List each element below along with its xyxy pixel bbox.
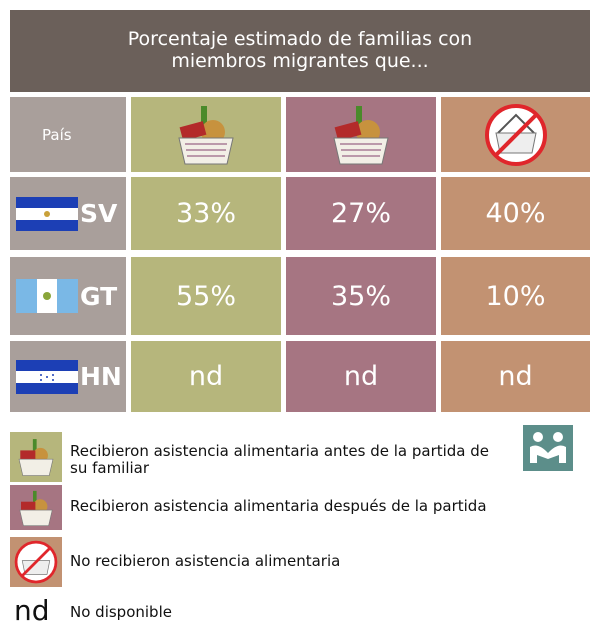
title-line: Porcentaje estimado de familias con xyxy=(127,28,473,50)
flag xyxy=(16,359,78,394)
basket-icon xyxy=(18,439,54,476)
no-basket-icon xyxy=(14,540,58,584)
icon-cell xyxy=(131,97,281,172)
country-code: GT xyxy=(80,281,118,311)
legend-icon xyxy=(10,432,62,482)
people-icon xyxy=(523,425,573,471)
icon-cell xyxy=(286,97,436,172)
value-cell: 35% xyxy=(286,257,436,335)
nd-symbol: nd xyxy=(14,594,50,627)
value-cell: nd xyxy=(286,341,436,412)
flag xyxy=(16,279,78,313)
column-header: País xyxy=(10,97,126,172)
title-box: Porcentaje estimado de familias con miem… xyxy=(10,10,590,92)
icon-cell xyxy=(441,97,590,172)
basket-icon xyxy=(178,106,234,165)
value-cell: 55% xyxy=(131,257,281,335)
country-cell: HN xyxy=(10,341,126,412)
basket-icon xyxy=(19,490,53,526)
no-basket-icon xyxy=(484,103,547,166)
value-cell: nd xyxy=(131,341,281,412)
people-glyph xyxy=(530,432,566,463)
basket-icon xyxy=(333,106,389,165)
country-cell: GT xyxy=(10,257,126,335)
country-code: SV xyxy=(80,199,118,228)
value-cell: 27% xyxy=(286,177,436,250)
legend-text: No recibieron asistencia alimentaria xyxy=(70,552,341,570)
country-cell: SV xyxy=(10,177,126,250)
value-cell: 33% xyxy=(131,177,281,250)
legend-text: Recibieron asistencia alimentaria despué… xyxy=(70,497,487,515)
value-cell: nd xyxy=(441,341,590,412)
country-code: HN xyxy=(80,362,122,391)
flag xyxy=(16,196,78,231)
value-cell: 40% xyxy=(441,177,590,250)
value-cell: 10% xyxy=(441,257,590,335)
nd-text: No disponible xyxy=(70,603,172,621)
title-line: miembros migrantes que... xyxy=(171,50,429,72)
legend-icon xyxy=(10,537,62,587)
legend-text: Recibieron asistencia alimentaria antes … xyxy=(70,442,490,477)
legend-icon xyxy=(10,485,62,530)
